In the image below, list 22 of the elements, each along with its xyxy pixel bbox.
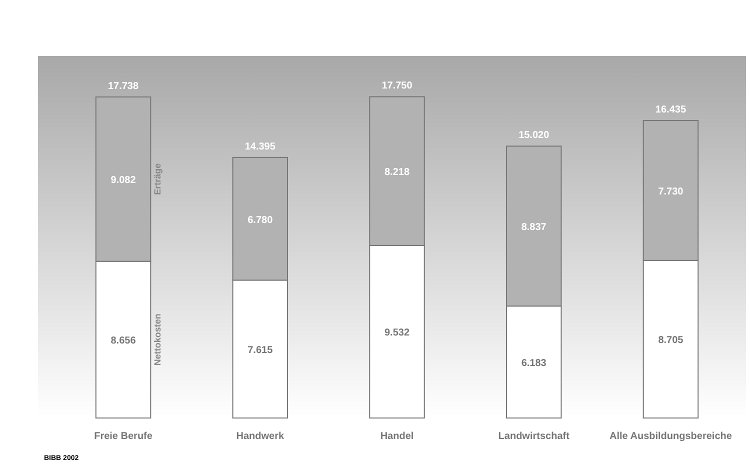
- total-label: 17.750: [382, 80, 413, 92]
- text: Nettokosten: [152, 314, 163, 366]
- x-tick-label: Freie Berufe: [94, 431, 153, 442]
- x-tick-label: Handel: [380, 431, 414, 442]
- data-label: 8.656: [110, 336, 136, 347]
- total-label: 16.435: [655, 104, 686, 116]
- data-label: 7.730: [658, 186, 684, 198]
- data-label: 8.837: [521, 222, 547, 234]
- x-tick-label: Handwerk: [236, 431, 284, 442]
- data-label: 8.218: [384, 167, 410, 178]
- x-tick-label: Landwirtschaft: [498, 431, 570, 442]
- data-label: 7.615: [248, 345, 274, 356]
- x-tick-label: Alle Ausbildungsbereiche: [610, 431, 732, 442]
- data-label: 9.082: [110, 175, 136, 186]
- data-label: 9.532: [384, 328, 410, 339]
- total-label: 17.738: [108, 80, 139, 92]
- data-label: 6.780: [248, 214, 274, 226]
- data-label: 6.183: [521, 358, 547, 370]
- data-label: 8.705: [658, 335, 684, 346]
- total-label: 15.020: [518, 130, 550, 142]
- total-label: 14.395: [244, 141, 276, 152]
- text: Erträge: [152, 163, 163, 195]
